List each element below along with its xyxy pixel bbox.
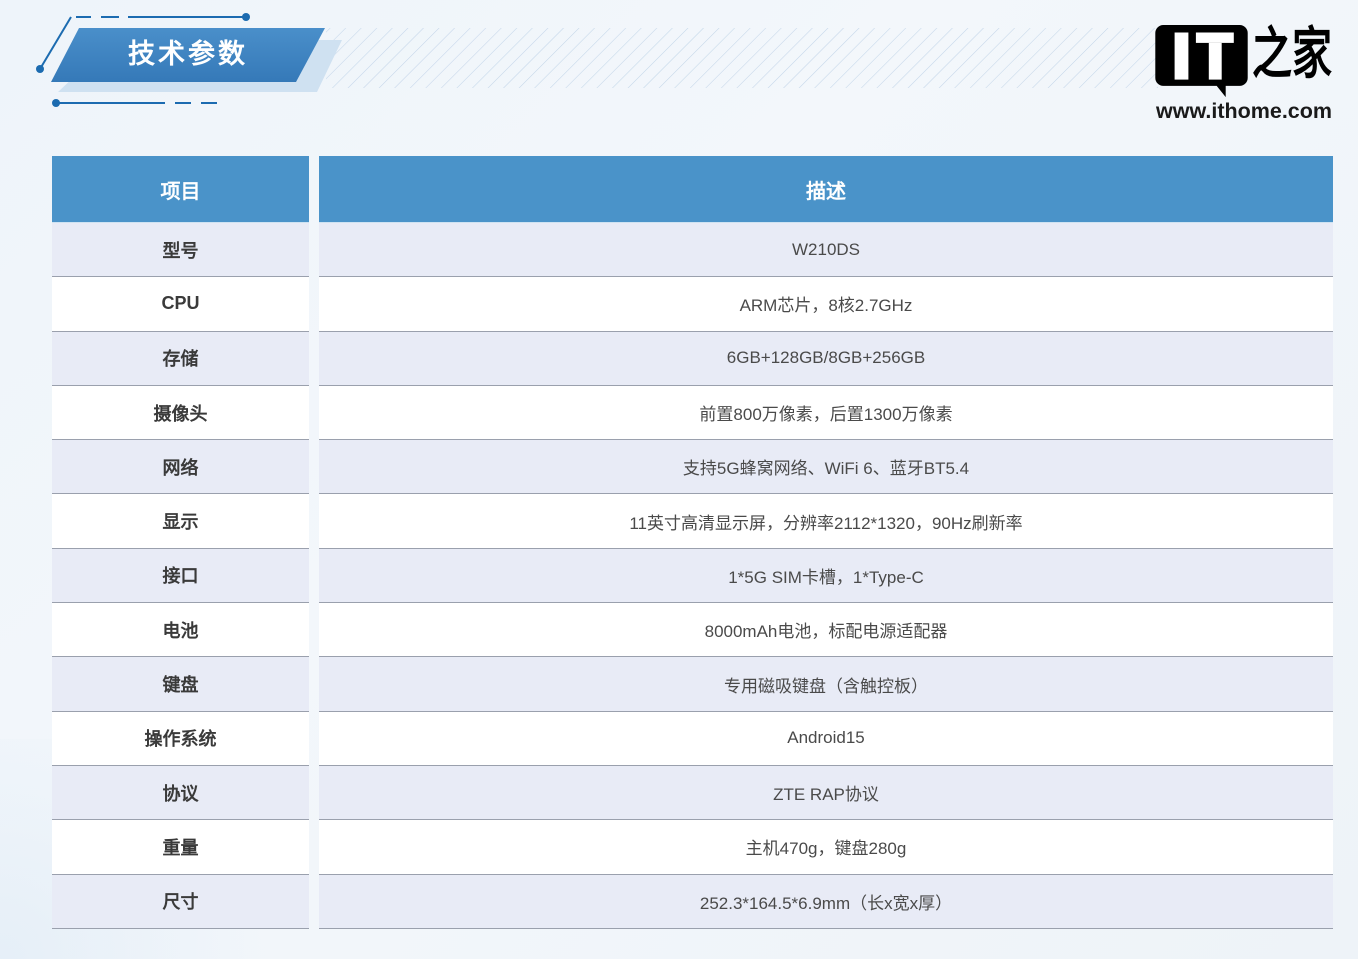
- svg-text:技术参数: 技术参数: [128, 38, 248, 69]
- svg-text:www.ithome.com: www.ithome.com: [1155, 99, 1332, 123]
- svg-text:之家: 之家: [1252, 24, 1332, 86]
